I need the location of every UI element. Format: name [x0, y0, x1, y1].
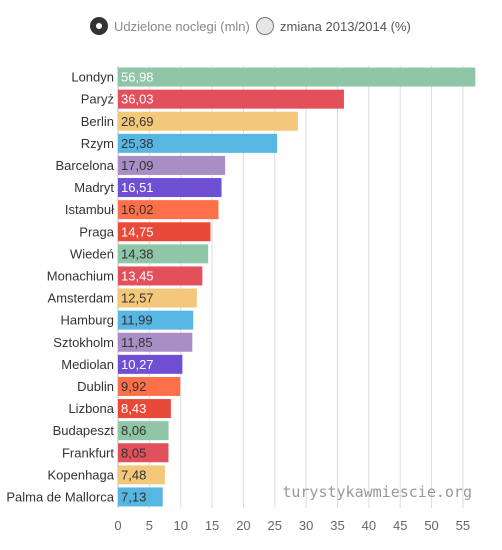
bar[interactable] — [118, 443, 169, 463]
value-label: 14,75 — [121, 224, 154, 239]
bar[interactable] — [118, 200, 219, 220]
bar[interactable] — [118, 155, 226, 175]
x-tick-labels: 0 5 10 15 20 25 30 35 40 45 50 55 — [114, 518, 470, 533]
category-label: Mediolan — [61, 357, 114, 372]
bar[interactable] — [118, 465, 165, 485]
value-label: 11,99 — [121, 313, 153, 328]
value-label: 11,85 — [121, 335, 153, 350]
value-label: 13,45 — [121, 268, 154, 283]
value-label: 25,38 — [121, 136, 154, 151]
value-label: 8,06 — [121, 423, 146, 438]
category-label: Paryż — [81, 92, 114, 107]
legend-option-change[interactable]: zmiana 2013/2014 (%) — [256, 14, 411, 38]
category-label: Palma de Mallorca — [6, 489, 114, 504]
grid-lines — [117, 66, 464, 508]
category-label: Hamburg — [61, 313, 114, 328]
bar[interactable] — [118, 111, 298, 131]
category-label: Rzym — [81, 136, 114, 151]
category-label: Sztokholm — [53, 335, 114, 350]
bar[interactable] — [118, 487, 163, 507]
value-label: 16,51 — [121, 180, 154, 195]
category-label: Wiedeń — [70, 246, 114, 261]
category-label: Lizbona — [68, 401, 114, 416]
value-label: 14,38 — [121, 246, 154, 261]
bar[interactable] — [118, 376, 181, 396]
category-label: Barcelona — [55, 158, 114, 173]
bar[interactable] — [118, 67, 476, 87]
value-label: 7,48 — [121, 467, 146, 482]
category-label: Praga — [79, 224, 114, 239]
x-tick-label: 25 — [268, 518, 282, 533]
legend-option-overnight-stays[interactable]: Udzielone noclegi (mln) — [90, 14, 250, 38]
x-tick-label: 0 — [114, 518, 121, 533]
legend-label-change: zmiana 2013/2014 (%) — [280, 18, 411, 34]
radio-unselected-icon[interactable] — [256, 17, 274, 35]
radio-selected-icon[interactable] — [90, 17, 108, 35]
watermark: turystykawmiescie.org — [282, 483, 472, 501]
value-label: 8,05 — [121, 445, 146, 460]
value-label: 10,27 — [121, 357, 154, 372]
value-label: 36,03 — [121, 92, 154, 107]
x-tick-label: 35 — [330, 518, 344, 533]
category-label: Kopenhaga — [47, 467, 114, 482]
bar[interactable] — [118, 222, 211, 242]
x-tick-label: 20 — [236, 518, 250, 533]
bar[interactable] — [118, 133, 278, 153]
bar[interactable] — [118, 310, 194, 330]
category-label: Frankfurt — [62, 445, 114, 460]
x-tick-label: 5 — [146, 518, 153, 533]
category-label: Istambuł — [65, 202, 114, 217]
x-tick-label: 10 — [173, 518, 187, 533]
legend-label-overnight-stays: Udzielone noclegi (mln) — [114, 18, 250, 34]
category-label: Amsterdam — [48, 291, 114, 306]
bar[interactable] — [118, 354, 183, 374]
value-label: 17,09 — [121, 158, 154, 173]
x-tick-label: 55 — [456, 518, 470, 533]
bars — [118, 67, 476, 507]
value-label: 28,69 — [121, 114, 154, 129]
category-label: Budapeszt — [53, 423, 115, 438]
value-labels: 56,98 36,03 28,69 25,38 17,09 16,51 16,02 14,75… — [121, 70, 154, 505]
category-label: Monachium — [47, 268, 114, 283]
x-tick-label: 40 — [362, 518, 376, 533]
value-label: 9,92 — [121, 379, 146, 394]
category-label: Madryt — [74, 180, 114, 195]
value-label: 56,98 — [121, 70, 154, 85]
bar[interactable] — [118, 244, 209, 264]
category-label: Dublin — [77, 379, 114, 394]
bar[interactable] — [118, 288, 197, 308]
bar[interactable] — [118, 89, 344, 109]
bar[interactable] — [118, 399, 171, 419]
legend: Udzielone noclegi (mln) zmiana 2013/2014… — [0, 14, 502, 38]
x-tick-label: 45 — [393, 518, 407, 533]
value-label: 7,13 — [121, 489, 146, 504]
x-tick-label: 50 — [424, 518, 438, 533]
category-labels: Londyn Paryż Berlin Rzym Barcelona Madryt Ista… — [6, 70, 114, 505]
x-tick-label: 15 — [205, 518, 219, 533]
bar[interactable] — [118, 178, 222, 198]
bar[interactable] — [118, 332, 193, 352]
bar[interactable] — [118, 266, 203, 286]
category-label: Berlin — [81, 114, 114, 129]
value-label: 12,57 — [121, 291, 154, 306]
bar[interactable] — [118, 421, 169, 441]
value-label: 8,43 — [121, 401, 146, 416]
category-label: Londyn — [71, 70, 114, 85]
value-label: 16,02 — [121, 202, 154, 217]
x-tick-label: 30 — [299, 518, 313, 533]
